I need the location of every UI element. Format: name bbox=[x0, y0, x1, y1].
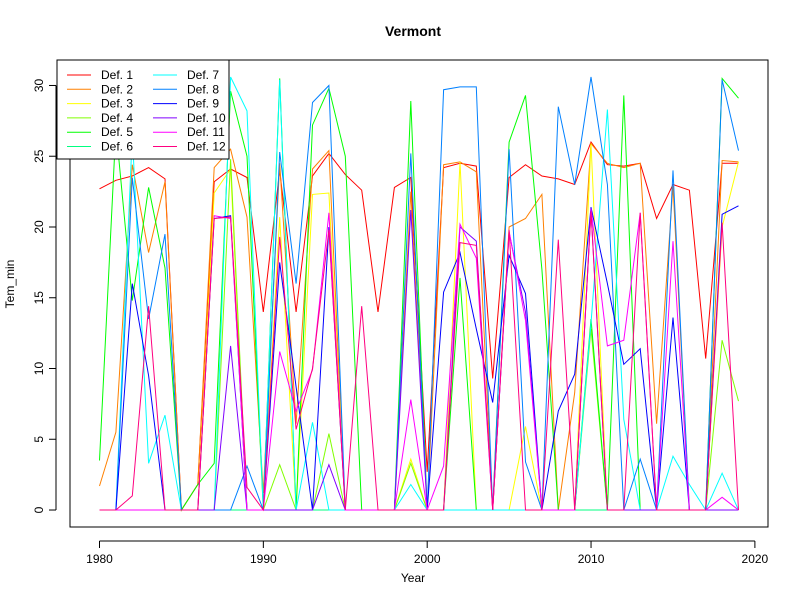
legend-label: Def. 3 bbox=[101, 97, 133, 111]
legend-label: Def. 11 bbox=[187, 125, 225, 139]
y-tick-label: 20 bbox=[32, 220, 46, 234]
y-tick-label: 0 bbox=[32, 506, 46, 513]
legend-label: Def. 1 bbox=[101, 68, 133, 82]
legend-label: Def. 4 bbox=[101, 111, 133, 125]
x-axis-label: Year bbox=[401, 571, 425, 585]
legend-label: Def. 10 bbox=[187, 111, 226, 125]
y-tick-label: 10 bbox=[32, 362, 46, 376]
y-tick-label: 25 bbox=[32, 149, 46, 163]
legend-label: Def. 7 bbox=[187, 68, 219, 82]
series-line-def-12 bbox=[99, 211, 739, 512]
y-tick-label: 15 bbox=[32, 291, 46, 305]
x-tick-label: 2000 bbox=[414, 552, 441, 566]
legend-box bbox=[56, 59, 230, 160]
legend-label: Def. 12 bbox=[187, 140, 226, 154]
legend-label: Def. 2 bbox=[101, 82, 133, 96]
series-line-def-2 bbox=[99, 142, 739, 512]
legend-label: Def. 6 bbox=[101, 140, 133, 154]
y-axis-label: Tem_min bbox=[3, 260, 17, 309]
series-line-def-5 bbox=[99, 77, 739, 512]
legend-label: Def. 5 bbox=[101, 125, 133, 139]
chart-title: Vermont bbox=[385, 23, 441, 39]
y-tick-label: 30 bbox=[32, 78, 46, 92]
x-tick-label: 1980 bbox=[86, 552, 113, 566]
x-tick-label: 2020 bbox=[742, 552, 769, 566]
axes-layer: 1980 1990 2000 2010 2020 0 5 10 15 20 25 30 bbox=[32, 59, 769, 566]
legend-label: Def. 8 bbox=[187, 82, 219, 96]
series-layer bbox=[99, 76, 739, 512]
x-tick-label: 1990 bbox=[250, 552, 277, 566]
y-tick-label: 5 bbox=[32, 436, 46, 443]
series-line-def-10 bbox=[99, 209, 739, 511]
legend-label: Def. 9 bbox=[187, 97, 219, 111]
plot-frame bbox=[69, 59, 769, 528]
x-tick-label: 2010 bbox=[578, 552, 605, 566]
